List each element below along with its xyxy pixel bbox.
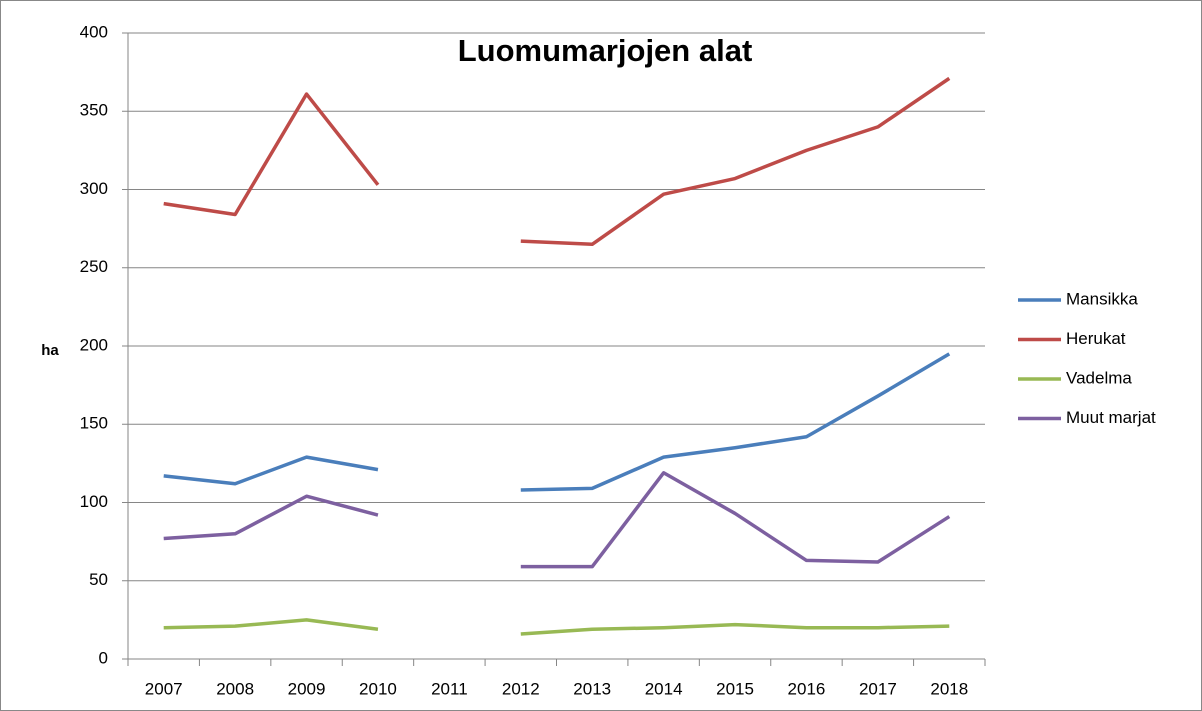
x-tick-label: 2017 xyxy=(859,679,897,698)
y-tick-label: 300 xyxy=(80,179,108,198)
x-tick-label: 2011 xyxy=(431,679,468,698)
y-tick-label: 400 xyxy=(80,22,108,41)
x-tick-label: 2018 xyxy=(930,679,968,698)
y-tick-label: 200 xyxy=(80,335,108,354)
y-tick-label: 50 xyxy=(89,570,108,589)
series-line xyxy=(163,352,951,492)
legend-label: Muut marjat xyxy=(1066,408,1156,427)
y-tick-label: 250 xyxy=(80,257,108,276)
y-tick-label: 350 xyxy=(80,101,108,120)
x-tick-label: 2015 xyxy=(716,679,754,698)
x-tick-label: 2007 xyxy=(145,679,183,698)
x-tick-label: 2013 xyxy=(573,679,611,698)
legend-label: Vadelma xyxy=(1066,368,1132,387)
x-tick-label: 2012 xyxy=(502,679,540,698)
legend-label: Mansikka xyxy=(1066,289,1138,308)
y-tick-label: 100 xyxy=(80,492,108,511)
chart-title: Luomumarjojen alat xyxy=(458,33,753,68)
y-tick-label: 150 xyxy=(80,414,108,433)
series-line xyxy=(163,76,951,247)
series-line xyxy=(163,618,950,636)
y-axis-label: ha xyxy=(41,342,59,359)
x-tick-label: 2008 xyxy=(216,679,254,698)
series-line xyxy=(163,471,951,569)
legend-label: Herukat xyxy=(1066,329,1126,348)
x-tick-label: 2010 xyxy=(359,679,397,698)
y-tick-label: 0 xyxy=(99,648,108,667)
x-tick-label: 2014 xyxy=(645,679,683,698)
x-tick-label: 2016 xyxy=(788,679,826,698)
x-tick-label: 2009 xyxy=(288,679,326,698)
